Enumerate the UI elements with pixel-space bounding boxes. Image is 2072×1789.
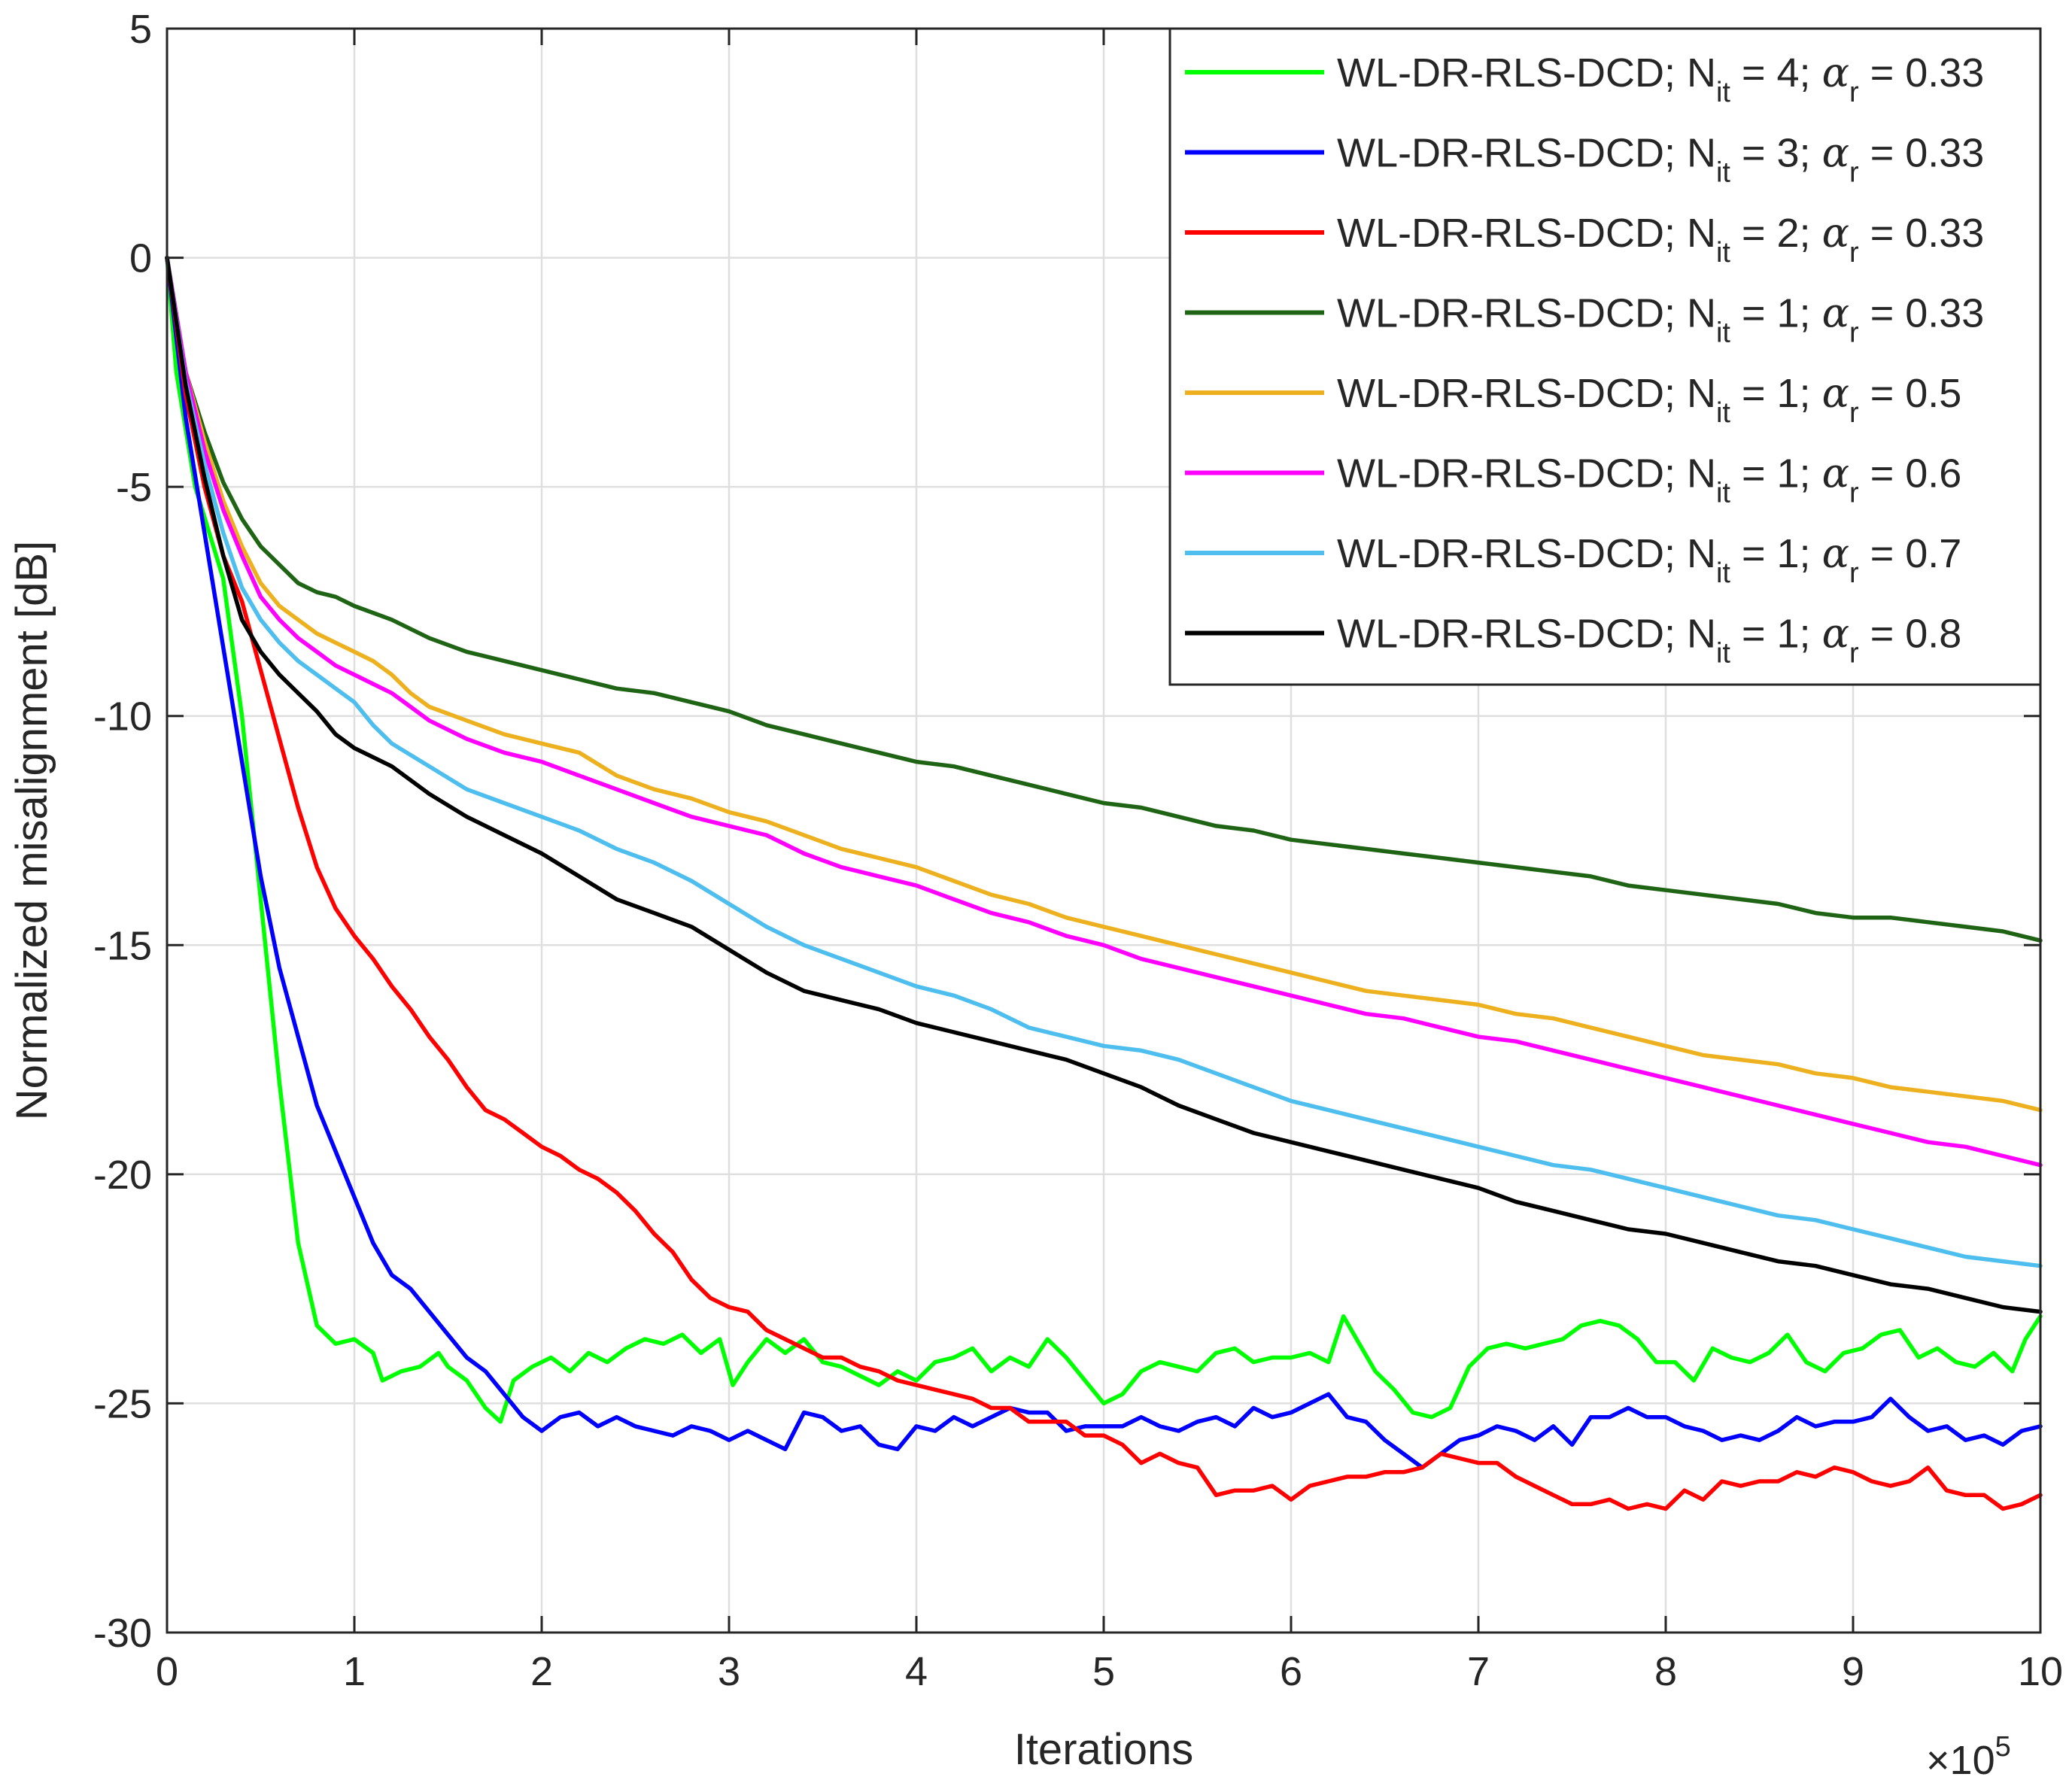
x-axis-multiplier: ×105	[1926, 1731, 2011, 1783]
x-multiplier-base: ×10	[1926, 1738, 1995, 1783]
series-line-8	[165, 255, 2043, 1314]
y-axis-label: Normalized misalignment [dB]	[8, 541, 56, 1120]
series-line-5	[165, 255, 2043, 1113]
x-tick-label: 8	[1654, 1649, 1677, 1694]
series-line-6	[165, 255, 2043, 1168]
legend-entry-label: WL-DR-RLS-DCD; Nit = 1; αr = 0.5	[1337, 369, 1961, 429]
legend-entry-label: WL-DR-RLS-DCD; Nit = 1; αr = 0.8	[1337, 610, 1961, 670]
legend-entry-label: WL-DR-RLS-DCD; Nit = 4; αr = 0.33	[1337, 49, 1984, 108]
x-tick-label: 9	[1842, 1649, 1864, 1694]
y-tick-label: 5	[129, 7, 152, 52]
legend-entry-label: WL-DR-RLS-DCD; Nit = 3; αr = 0.33	[1337, 129, 1984, 189]
x-multiplier-exponent: 5	[1995, 1731, 2011, 1763]
y-tick-label: -15	[93, 923, 152, 968]
x-tick-label: 2	[530, 1649, 553, 1694]
y-tick-label: 0	[129, 236, 152, 281]
x-tick-label: 1	[343, 1649, 366, 1694]
x-tick-label: 4	[905, 1649, 928, 1694]
series-line-3	[165, 255, 2043, 1511]
series-line-1	[165, 255, 2043, 1424]
y-tick-label: -5	[116, 465, 152, 510]
series-layer	[165, 255, 2043, 1511]
legend-entry-label: WL-DR-RLS-DCD; Nit = 1; αr = 0.7	[1337, 530, 1961, 589]
y-tick-label: -30	[93, 1611, 152, 1656]
legend-entry-label: WL-DR-RLS-DCD; Nit = 1; αr = 0.6	[1337, 450, 1961, 509]
tick-layer: 0 1 2 3 4 5 6 7 8 9 10 5 0 -5 -10 -15 -20 -25 -30	[93, 7, 2063, 1694]
x-tick-label: 0	[156, 1649, 178, 1694]
series-line-7	[165, 255, 2043, 1268]
y-tick-label: -10	[93, 694, 152, 740]
legend-entry-label: WL-DR-RLS-DCD; Nit = 1; αr = 0.33	[1337, 290, 1984, 349]
y-tick-label: -25	[93, 1381, 152, 1426]
x-tick-label: 6	[1280, 1649, 1302, 1694]
legend: WL-DR-RLS-DCD; Nit = 4; αr = 0.33 WL-DR-R…	[1168, 27, 2042, 686]
legend-box	[1168, 27, 2042, 686]
series-line-2	[165, 255, 2043, 1470]
y-tick-label: -20	[93, 1153, 152, 1198]
series-line-4	[165, 255, 2043, 943]
legend-entry-label: WL-DR-RLS-DCD; Nit = 2; αr = 0.33	[1337, 209, 1984, 269]
x-axis-label: Iterations	[1014, 1725, 1194, 1774]
x-tick-label: 3	[718, 1649, 740, 1694]
x-tick-label: 7	[1467, 1649, 1490, 1694]
x-tick-label: 10	[2018, 1649, 2063, 1694]
x-tick-label: 5	[1092, 1649, 1115, 1694]
